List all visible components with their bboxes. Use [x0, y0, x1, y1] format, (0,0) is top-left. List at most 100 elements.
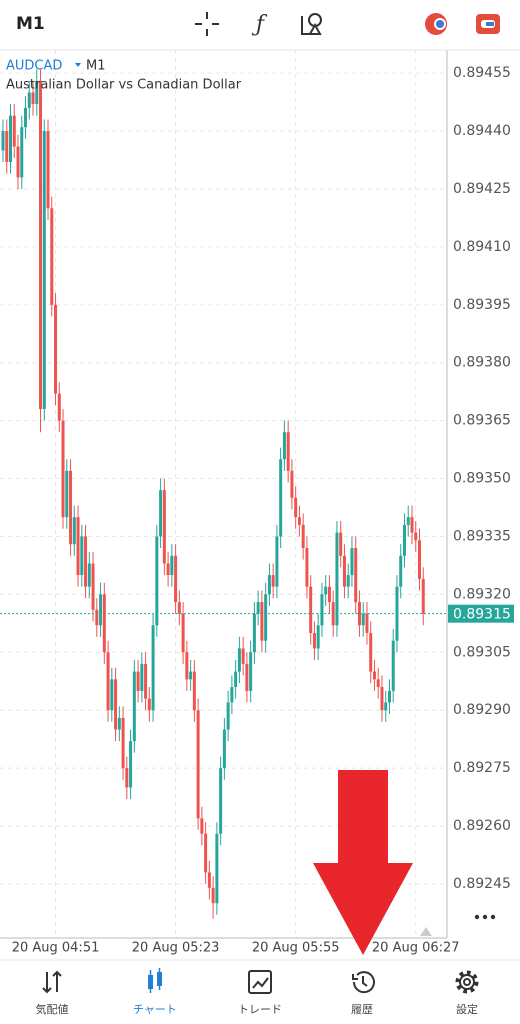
tab-label[interactable]: 履歴: [351, 1003, 373, 1016]
y-tick-label: 0.89350: [453, 471, 511, 487]
plot-area: [0, 50, 447, 938]
candle-body: [121, 717, 125, 769]
candle-body: [42, 131, 46, 410]
chart-timeframe: M1: [86, 59, 106, 74]
candle-body: [282, 432, 286, 460]
candle-body: [174, 555, 178, 603]
candle-body: [312, 632, 316, 649]
indicators-icon[interactable]: ƒ: [251, 12, 268, 37]
settings-icon: [455, 970, 479, 994]
candle-body: [324, 586, 328, 595]
x-tick-label: 20 Aug 05:23: [132, 941, 220, 956]
candle-body: [384, 702, 388, 711]
candle-body: [106, 652, 110, 711]
candle-body: [117, 717, 121, 730]
y-tick-label: 0.89365: [453, 413, 511, 429]
candle-body: [290, 470, 294, 498]
symbol-label[interactable]: AUDCAD: [6, 59, 62, 74]
candle-body: [399, 555, 403, 587]
candle-body: [95, 609, 99, 626]
candle-body: [87, 563, 91, 587]
candle-body: [144, 663, 148, 699]
x-tick-label: 20 Aug 05:55: [252, 941, 340, 956]
candle-body: [177, 602, 181, 614]
candle-body: [114, 679, 118, 730]
history-icon: [352, 971, 375, 994]
candle-body: [357, 602, 361, 626]
candle-body: [69, 470, 73, 545]
tab-label[interactable]: トレード: [238, 1003, 282, 1016]
candle-body: [327, 586, 331, 603]
candle-body: [31, 92, 35, 105]
timeframe-button[interactable]: M1: [16, 14, 45, 34]
candle-body: [245, 663, 249, 691]
candle-body: [414, 532, 418, 541]
tab-label[interactable]: 設定: [456, 1002, 478, 1016]
objects-icon[interactable]: [301, 13, 322, 35]
candle-body: [335, 532, 339, 626]
trade-icon[interactable]: [476, 14, 500, 34]
candle-body: [24, 107, 28, 128]
candle-body: [181, 613, 185, 653]
y-tick-label: 0.89305: [453, 644, 511, 660]
quotes-icon: [42, 970, 62, 994]
candle-body: [301, 524, 305, 549]
candle-body: [129, 741, 133, 788]
x-tick-label: 20 Aug 04:51: [12, 941, 100, 956]
candle-body: [57, 393, 61, 421]
candle-body: [16, 146, 20, 178]
tab-label[interactable]: 気配値: [36, 1002, 69, 1016]
candle-body: [27, 92, 31, 108]
y-tick-label: 0.89410: [453, 239, 511, 255]
symbol-dropdown-icon[interactable]: [75, 63, 81, 67]
candle-body: [361, 613, 365, 626]
candle-body: [369, 632, 373, 672]
candle-body: [421, 578, 425, 614]
candle-body: [316, 625, 320, 649]
shift-marker: [420, 927, 432, 936]
candle-body: [91, 563, 95, 610]
candle-body: [65, 470, 69, 518]
crosshair-icon[interactable]: [195, 12, 219, 36]
candle-body: [365, 613, 369, 633]
candle-body: [219, 768, 223, 834]
trade-tab-icon: [248, 970, 272, 994]
candle-body: [406, 517, 410, 525]
y-tick-label: 0.89425: [453, 181, 511, 197]
candle-body: [1, 131, 5, 151]
candle-body: [294, 497, 298, 518]
candle-body: [140, 663, 144, 691]
candle-body: [339, 532, 343, 556]
candle-body: [275, 536, 279, 587]
candle-body: [279, 459, 283, 537]
candle-body: [271, 575, 275, 587]
candle-body: [346, 575, 350, 587]
candle-body: [54, 304, 58, 394]
candle-body: [196, 710, 200, 819]
candle-body: [417, 540, 421, 579]
y-tick-label: 0.89395: [453, 297, 511, 313]
candle-body: [286, 432, 290, 471]
candle-body: [192, 671, 196, 711]
candle-body: [102, 594, 106, 653]
candle-body: [237, 648, 241, 672]
candle-body: [354, 548, 358, 603]
tab-label[interactable]: チャート: [133, 1003, 177, 1016]
account-icon[interactable]: [425, 13, 447, 35]
candle-body: [215, 833, 219, 904]
candle-body: [162, 490, 166, 564]
candle-body: [264, 594, 268, 641]
candle-body: [166, 563, 170, 576]
candle-body: [76, 517, 80, 576]
candle-body: [189, 671, 193, 680]
candle-body: [230, 687, 234, 703]
more-menu[interactable]: [474, 914, 496, 920]
y-tick-label: 0.89440: [453, 123, 511, 139]
candle-body: [185, 652, 189, 680]
current-price-badge: [448, 604, 514, 623]
candle-body: [147, 698, 151, 711]
candle-body: [39, 80, 43, 410]
candle-body: [50, 208, 54, 305]
